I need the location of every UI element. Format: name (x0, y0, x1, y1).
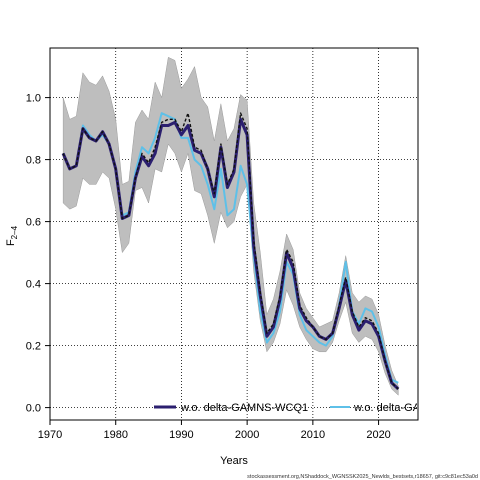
series-line-gamns-wcq1-dashed (62, 112, 399, 390)
legend-item-gamns-wcq1: w.o. delta-GAMNS-WCQ1 (154, 402, 308, 414)
y-tick-label-0.4: 0.4 (26, 279, 41, 291)
x-axis-title: Years (220, 455, 248, 467)
y-axis-title: F2–4 (5, 225, 19, 246)
y-tick-label-1.0: 1.0 (26, 93, 41, 105)
legend: w.o. delta-GAMNS-WCQ1 w.o. delta-GAI (154, 402, 423, 414)
x-tick-label-1990: 1990 (169, 429, 193, 441)
series-lines (61, 112, 400, 391)
x-axis: 1970 1980 1990 2000 2010 2020 (38, 420, 391, 441)
y-tick-label-0.6: 0.6 (26, 217, 41, 229)
x-tick-label-1980: 1980 (103, 429, 127, 441)
footer-note: stockassessment.org,NShaddock_WGNSSK2025… (247, 474, 478, 480)
plot-frame (49, 47, 419, 421)
x-tick-label-2000: 2000 (235, 429, 259, 441)
x-tick-label-2010: 2010 (301, 429, 325, 441)
y-axis-title-main: F (5, 239, 17, 246)
legend-item-gai-label: w.o. delta-GAI (353, 402, 423, 414)
y-axis: 0.0 0.2 0.4 0.6 0.8 1.0 (26, 93, 50, 415)
legend-item-gai: w.o. delta-GAI (330, 402, 423, 414)
x-tick-label-2020: 2020 (366, 429, 390, 441)
legend-item-gamns-wcq1-label: w.o. delta-GAMNS-WCQ1 (180, 402, 308, 414)
y-axis-title-subscript: 2–4 (10, 225, 19, 239)
y-tick-label-0.0: 0.0 (26, 403, 41, 415)
y-tick-label-0.8: 0.8 (26, 155, 41, 167)
confidence-band (62, 56, 399, 396)
y-tick-label-0.2: 0.2 (26, 341, 41, 353)
x-tick-label-1970: 1970 (38, 429, 62, 441)
